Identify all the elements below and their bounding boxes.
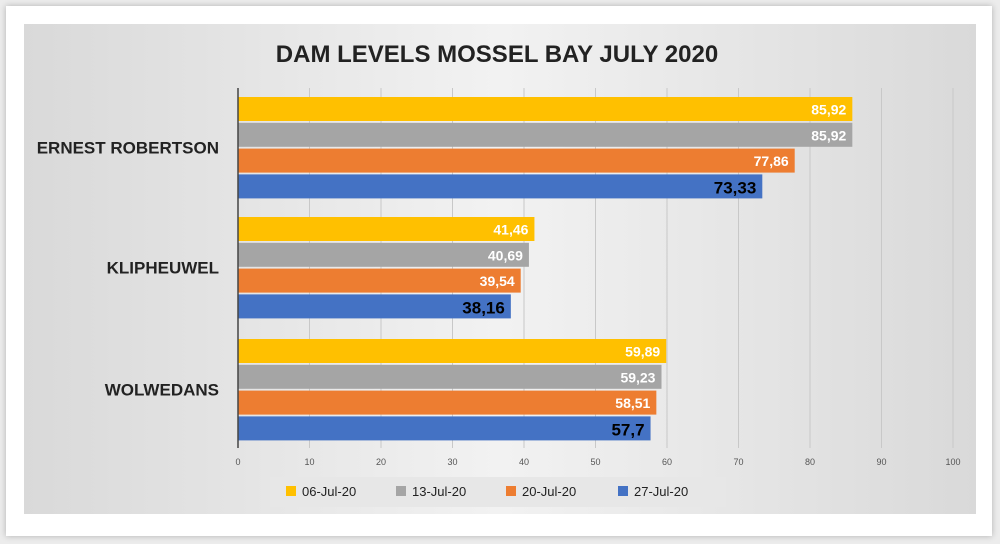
bar xyxy=(238,339,667,363)
bars: 85,92 41,46 59,89 85,92 40,69 59,23 77,86 39,54… xyxy=(238,97,853,441)
legend-label: 13-Jul-20 xyxy=(412,484,466,499)
data-label: 85,92 xyxy=(811,102,846,118)
data-label: 39,54 xyxy=(480,273,515,289)
x-tick-label: 30 xyxy=(447,457,457,467)
chart-title: DAM LEVELS MOSSEL BAY JULY 2020 xyxy=(276,41,718,68)
category-label: KLIPHEUWEL xyxy=(107,259,219,278)
legend: 06-Jul-20 13-Jul-20 20-Jul-20 27-Jul-20 xyxy=(270,477,726,507)
bar xyxy=(238,294,511,319)
data-label: 85,92 xyxy=(811,127,846,143)
data-label: 40,69 xyxy=(488,247,523,263)
x-tick-label: 0 xyxy=(235,457,240,467)
x-tick-label: 100 xyxy=(945,457,960,467)
legend-box xyxy=(270,477,726,507)
bar xyxy=(238,364,662,389)
data-label: 41,46 xyxy=(493,222,528,238)
legend-swatch xyxy=(286,486,296,496)
bar xyxy=(238,217,535,241)
data-label: 73,33 xyxy=(714,178,757,197)
x-tick-label: 70 xyxy=(733,457,743,467)
category-label: WOLWEDANS xyxy=(105,381,219,400)
category-labels: ERNEST ROBERTSON KLIPHEUWEL WOLWEDANS xyxy=(37,139,219,400)
x-tick-label: 80 xyxy=(805,457,815,467)
data-label: 59,89 xyxy=(625,344,660,360)
bar xyxy=(238,242,529,267)
x-tick-label: 60 xyxy=(662,457,672,467)
legend-swatch xyxy=(618,486,628,496)
bar xyxy=(238,416,651,441)
data-label: 38,16 xyxy=(462,298,505,317)
category-label: ERNEST ROBERTSON xyxy=(37,139,219,158)
x-tick-label: 20 xyxy=(376,457,386,467)
data-label: 77,86 xyxy=(754,153,789,169)
x-tick-label: 50 xyxy=(590,457,600,467)
bar xyxy=(238,122,853,147)
x-tick-label: 10 xyxy=(304,457,314,467)
bar xyxy=(238,148,795,173)
x-tick-labels: 0 10 20 30 40 50 60 70 80 90 100 xyxy=(235,457,960,467)
bar xyxy=(238,97,853,121)
data-label: 59,23 xyxy=(620,369,655,385)
x-tick-label: 90 xyxy=(876,457,886,467)
data-label: 58,51 xyxy=(615,395,650,411)
bar xyxy=(238,174,763,199)
legend-swatch xyxy=(396,486,406,496)
legend-label: 06-Jul-20 xyxy=(302,484,356,499)
legend-label: 20-Jul-20 xyxy=(522,484,576,499)
data-label: 57,7 xyxy=(611,420,644,439)
bar xyxy=(238,390,657,415)
legend-label: 27-Jul-20 xyxy=(634,484,688,499)
legend-swatch xyxy=(506,486,516,496)
bar xyxy=(238,268,521,293)
x-tick-label: 40 xyxy=(519,457,529,467)
